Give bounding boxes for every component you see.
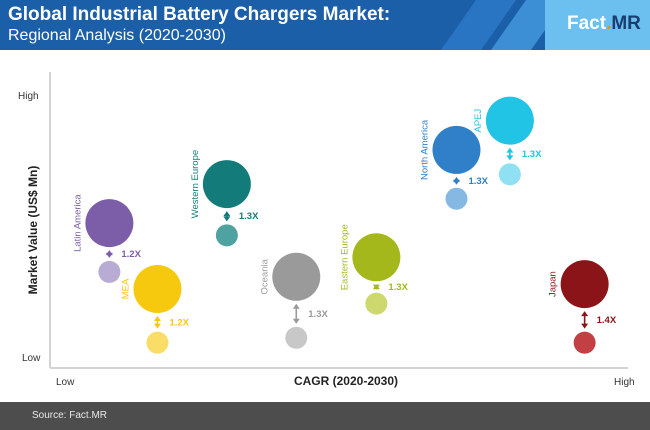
- bubble-current-eastern-europe: [365, 292, 388, 315]
- bubble-current-apej: [498, 163, 521, 186]
- growth-label-oceania: 1.3X: [308, 309, 328, 320]
- x-axis-label: CAGR (2020-2030): [294, 374, 398, 388]
- region-label-latin-america: Latin America: [72, 194, 83, 252]
- bubble-future-north-america: [432, 125, 481, 174]
- bubble-layer: Latin America 1.2X MEA 1.2X Western Europe 1.…: [72, 96, 617, 354]
- bubble-current-oceania: [285, 326, 308, 349]
- factmr-logo: Fact.MR: [567, 13, 641, 35]
- arrow-head-up-apej: [506, 147, 514, 153]
- bubble-future-oceania: [272, 252, 321, 301]
- arrow-head-up-western-europe: [223, 211, 231, 217]
- bubble-future-eastern-europe: [352, 233, 401, 282]
- region-label-mea: MEA: [120, 278, 131, 299]
- arrow-head-down-north-america: [452, 179, 460, 185]
- arrow-head-up-oceania: [292, 303, 300, 309]
- chart-subtitle: Regional Analysis (2020-2030): [8, 27, 226, 44]
- y-tick-high: High: [18, 91, 39, 102]
- growth-label-japan: 1.4X: [597, 315, 617, 326]
- growth-label-mea: 1.2X: [169, 317, 189, 328]
- growth-label-eastern-europe: 1.3X: [388, 282, 408, 293]
- bubble-future-western-europe: [202, 160, 251, 209]
- x-tick-high: High: [614, 377, 635, 388]
- arrow-head-down-latin-america: [105, 252, 113, 258]
- growth-label-western-europe: 1.3X: [239, 211, 259, 222]
- bubble-chart: High Low Low High CAGR (2020-2030) Marke…: [18, 72, 635, 388]
- logo-suffix: MR: [611, 13, 641, 34]
- x-tick-low: Low: [56, 377, 75, 388]
- logo-main: Fact: [567, 13, 607, 34]
- bubble-future-apej: [485, 96, 534, 145]
- arrow-head-down-mea: [153, 323, 161, 329]
- arrow-head-down-japan: [581, 323, 589, 329]
- region-label-eastern-europe: Eastern Europe: [339, 224, 350, 290]
- y-axis-label: Market Value (US$ Mn): [26, 166, 40, 295]
- footer-bar: Source: Fact.MR: [0, 402, 650, 430]
- growth-label-north-america: 1.3X: [468, 176, 488, 187]
- region-label-oceania: Oceania: [259, 258, 270, 294]
- bubble-current-latin-america: [98, 260, 121, 283]
- growth-label-latin-america: 1.2X: [121, 249, 141, 260]
- arrow-head-down-oceania: [292, 318, 300, 324]
- growth-label-apej: 1.3X: [522, 149, 542, 160]
- region-label-north-america: North America: [419, 119, 430, 180]
- bubble-current-western-europe: [215, 224, 238, 247]
- header-banner: Global Industrial Battery Chargers Marke…: [0, 0, 650, 50]
- region-label-apej: APEJ: [473, 109, 484, 133]
- bubble-current-north-america: [445, 187, 468, 210]
- chart-title: Global Industrial Battery Chargers Marke…: [8, 4, 391, 25]
- bubble-future-japan: [560, 260, 609, 309]
- arrow-head-up-mea: [153, 316, 161, 321]
- arrow-head-down-apej: [506, 155, 514, 161]
- bubble-future-mea: [133, 265, 182, 313]
- arrow-head-down-eastern-europe: [372, 284, 380, 290]
- arrow-head-up-japan: [581, 311, 589, 317]
- logo-dot: .: [606, 13, 612, 34]
- y-tick-low: Low: [22, 353, 41, 364]
- arrow-head-down-western-europe: [223, 216, 231, 222]
- source-note: Source: Fact.MR: [32, 410, 108, 421]
- bubble-current-japan: [573, 331, 596, 354]
- logo-panel: [545, 0, 650, 50]
- bubble-future-latin-america: [85, 199, 134, 248]
- region-label-western-europe: Western Europe: [190, 150, 201, 218]
- region-label-japan: Japan: [548, 271, 559, 297]
- bubble-current-mea: [146, 331, 169, 354]
